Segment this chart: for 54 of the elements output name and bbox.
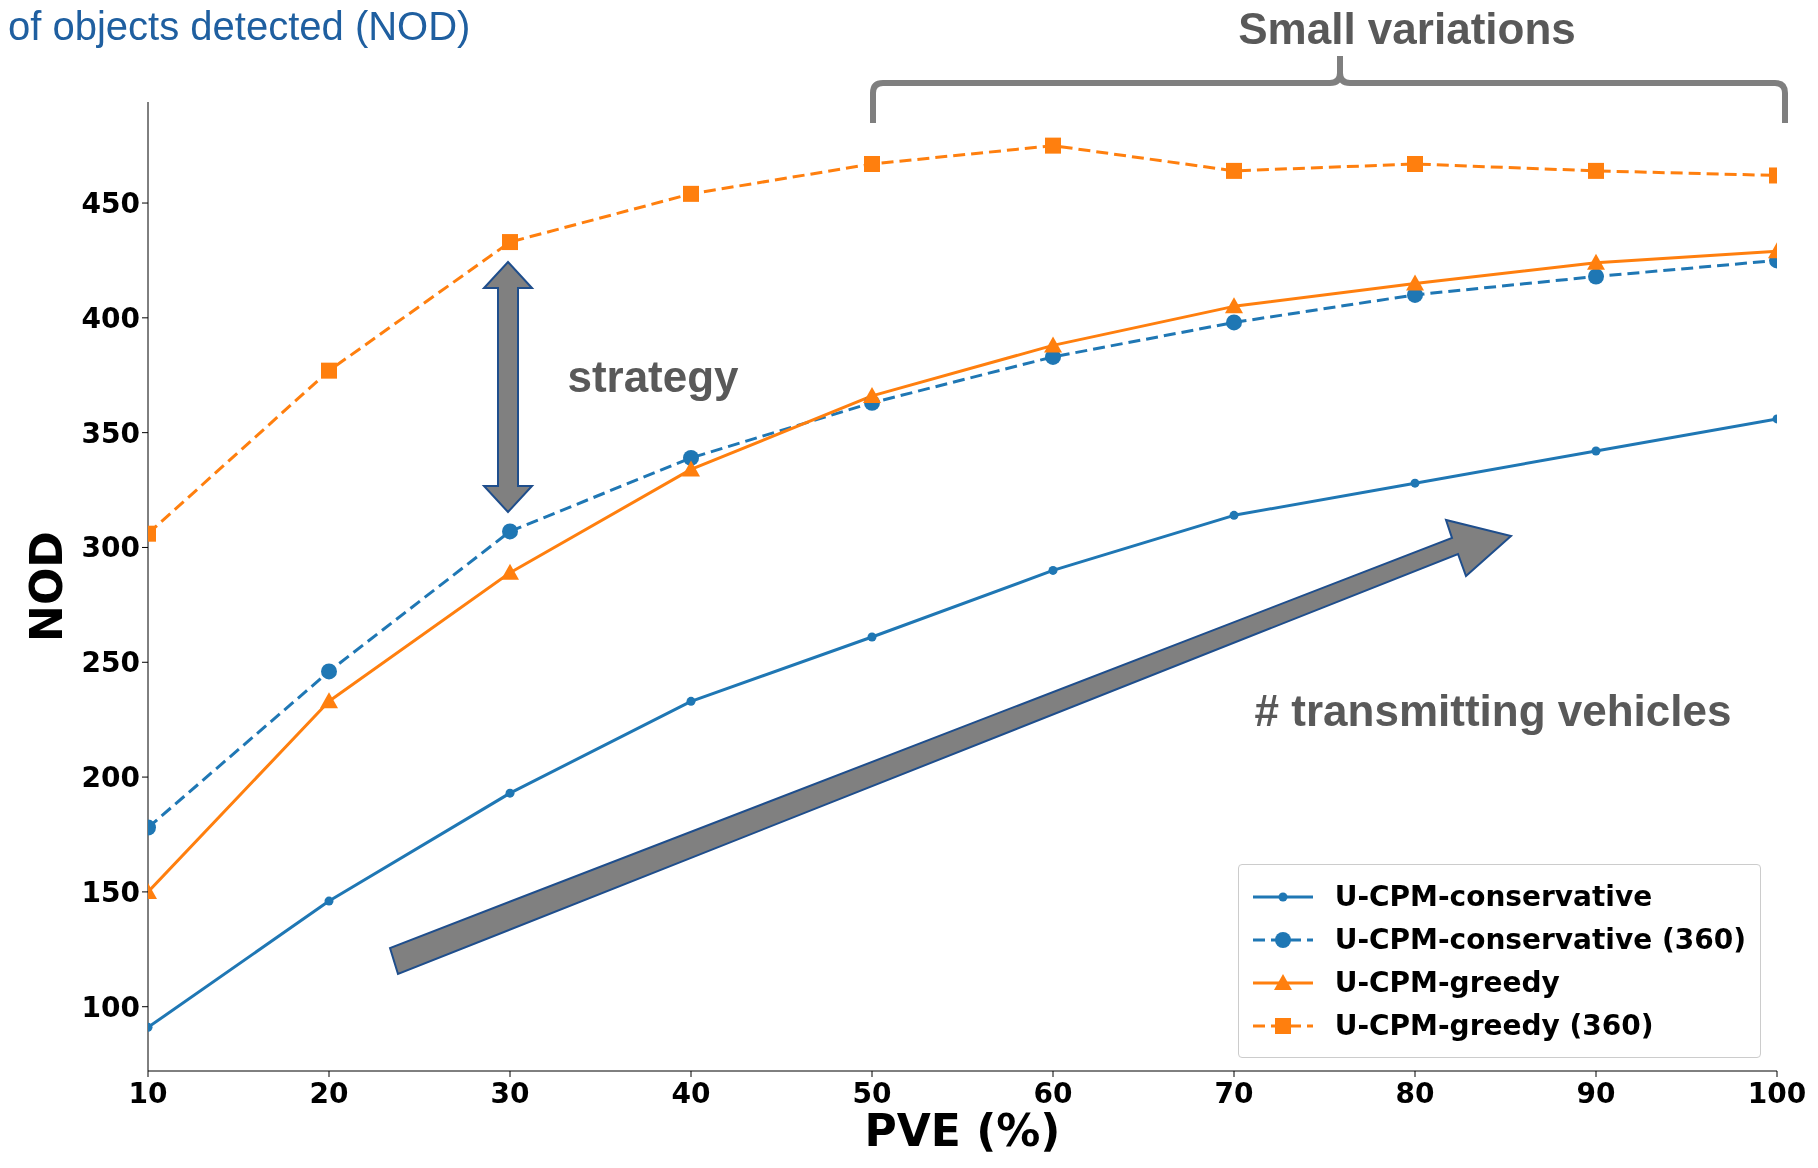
point — [1045, 137, 1061, 154]
point — [324, 896, 334, 906]
y-tick-label: 450 — [81, 186, 140, 220]
point — [502, 234, 518, 251]
x-tick-label: 40 — [671, 1076, 711, 1110]
point — [686, 696, 696, 706]
point — [501, 563, 519, 580]
point — [1229, 510, 1239, 520]
point — [1587, 253, 1605, 270]
y-tick-label: 150 — [81, 875, 140, 909]
y-tick-label: 250 — [81, 646, 140, 680]
point — [863, 386, 881, 403]
annotation: # transmitting vehicles — [1254, 686, 1732, 736]
x-tick-label: 100 — [1747, 1076, 1807, 1110]
point — [1406, 274, 1424, 291]
text: Small variations — [1238, 4, 1576, 54]
y-tick-label: 400 — [81, 301, 140, 335]
y-axis-title: NOD — [20, 531, 72, 642]
point — [321, 362, 337, 379]
x-tick-label: 10 — [128, 1076, 168, 1110]
point — [1407, 156, 1423, 172]
legend-label: U-CPM-conservative (360) — [1334, 923, 1746, 956]
point — [1048, 565, 1058, 575]
x-tick-label: 70 — [1214, 1076, 1254, 1110]
point — [1591, 446, 1601, 456]
point — [1226, 162, 1242, 179]
x-tick-label: 90 — [1576, 1076, 1616, 1110]
legend-label: U-CPM-conservative — [1334, 880, 1653, 913]
point — [505, 788, 515, 798]
point — [867, 632, 877, 642]
point — [502, 523, 518, 540]
point — [320, 692, 338, 709]
point — [1588, 268, 1604, 285]
y-tick-label: 300 — [81, 531, 140, 565]
chart-title: of objects detected (NOD) — [8, 4, 471, 49]
annotation: strategy — [567, 352, 739, 402]
point — [682, 460, 700, 477]
point — [1410, 478, 1420, 488]
x-tick-label: 20 — [309, 1076, 349, 1110]
point — [683, 185, 699, 202]
y-tick-label: 200 — [81, 761, 140, 795]
point — [1225, 297, 1243, 314]
point — [1044, 336, 1062, 353]
y-tick-label: 100 — [81, 990, 140, 1024]
point — [321, 663, 337, 680]
point — [864, 156, 880, 172]
legend-label: U-CPM-greedy (360) — [1334, 1009, 1654, 1042]
point — [1588, 162, 1604, 179]
x-tick-label: 80 — [1395, 1076, 1435, 1110]
y-tick-label: 350 — [81, 416, 140, 450]
point — [683, 449, 699, 466]
legend-label: U-CPM-greedy — [1334, 966, 1560, 999]
point — [1226, 314, 1242, 331]
x-tick-label: 30 — [490, 1076, 530, 1110]
